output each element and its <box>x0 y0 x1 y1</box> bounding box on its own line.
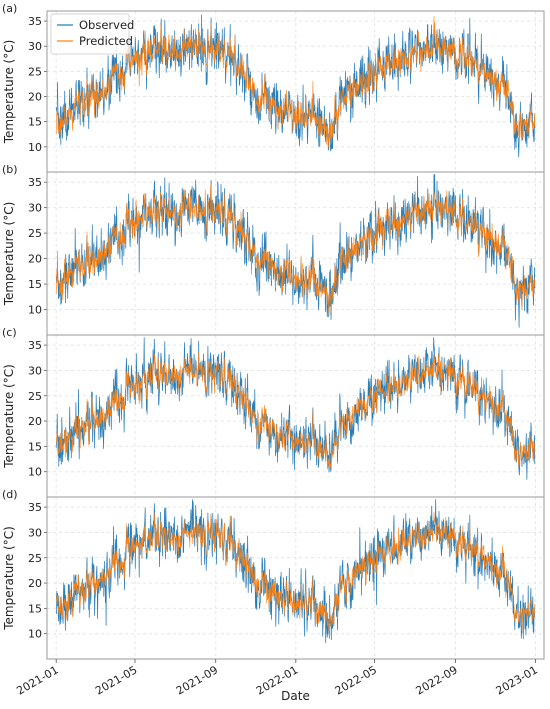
y-tick-label: 30 <box>28 40 42 53</box>
y-tick-label: 20 <box>28 415 42 428</box>
y-tick-label: 20 <box>28 91 42 104</box>
y-tick-label: 20 <box>28 577 42 590</box>
legend-box <box>50 13 130 55</box>
series-predicted-line <box>55 16 536 149</box>
panel-series-group <box>55 174 536 328</box>
panel-label: (b) <box>2 163 18 176</box>
legend-label-predicted: Predicted <box>79 34 133 48</box>
x-tick-label: 2021-01 <box>14 663 60 697</box>
panel-label: (c) <box>2 326 17 339</box>
y-tick-label: 30 <box>28 364 42 377</box>
y-tick-label: 35 <box>28 176 42 189</box>
panel-series-group <box>55 499 536 644</box>
panel-label: (d) <box>2 488 18 501</box>
y-tick-label: 25 <box>28 65 42 78</box>
y-tick-label: 25 <box>28 552 42 565</box>
legend-label-observed: Observed <box>79 18 134 32</box>
y-tick-label: 35 <box>28 15 42 28</box>
y-tick-label: 10 <box>28 304 42 317</box>
x-axis: 2021-01 2021-05 2021-09 2022-01 2022-05 2022-… <box>14 659 540 703</box>
y-axis-label: Temperature (°C) <box>2 364 16 469</box>
legend: Observed Predicted <box>50 13 134 55</box>
series-predicted-line <box>55 351 536 471</box>
y-tick-label: 10 <box>28 141 42 154</box>
x-tick-label: 2022-05 <box>333 663 379 697</box>
y-tick-label: 15 <box>28 278 42 291</box>
y-axis-label: Temperature (°C) <box>2 40 16 145</box>
x-axis-label: Date <box>281 689 310 703</box>
panel-label: (a) <box>2 2 17 15</box>
y-tick-label: 35 <box>28 501 42 514</box>
y-tick-label: 30 <box>28 202 42 215</box>
x-tick-label: 2022-09 <box>414 663 460 697</box>
y-tick-label: 15 <box>28 116 42 129</box>
y-tick-label: 15 <box>28 440 42 453</box>
y-tick-label: 10 <box>28 628 42 641</box>
y-tick-label: 25 <box>28 227 42 240</box>
series-observed-line <box>55 499 536 644</box>
panel-c: 10 15 20 25 30 35 (c) Temperature (°C) <box>2 326 545 498</box>
y-tick-label: 35 <box>28 339 42 352</box>
panel-series-group <box>55 14 536 158</box>
x-tick-label: 2021-05 <box>93 663 139 697</box>
y-tick-label: 30 <box>28 526 42 539</box>
y-tick-label: 10 <box>28 466 42 479</box>
y-axis-label: Temperature (°C) <box>2 526 16 631</box>
series-predicted-line <box>55 184 536 316</box>
y-tick-label: 15 <box>28 602 42 615</box>
panel-d: 10 15 20 25 30 35 (d) Temperature (°C) <box>2 488 545 660</box>
x-tick-label: 2021-09 <box>174 663 220 697</box>
x-tick-label: 2023-01 <box>494 663 540 697</box>
series-predicted-line <box>55 512 536 632</box>
panel-b: 10 15 20 25 30 35 (b) Temperature (°C) <box>2 163 545 336</box>
y-tick-label: 20 <box>28 253 42 266</box>
y-tick-label: 25 <box>28 390 42 403</box>
y-axis-label: Temperature (°C) <box>2 202 16 307</box>
panel-a: 10 15 20 25 30 35 (a) Temperature (°C) Observed P… <box>2 2 545 173</box>
panel-series-group <box>55 337 536 480</box>
